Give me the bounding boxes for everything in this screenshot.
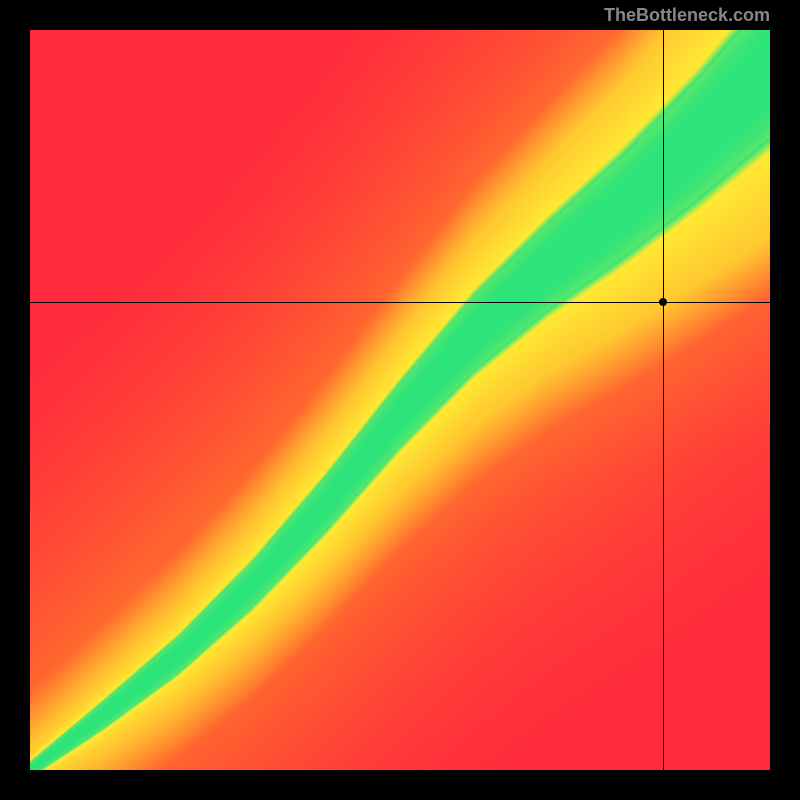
crosshair-vertical [663, 30, 664, 770]
crosshair-marker-dot [659, 298, 667, 306]
watermark-text: TheBottleneck.com [604, 5, 770, 26]
chart-container: TheBottleneck.com [0, 0, 800, 800]
chart-area [30, 30, 770, 770]
heatmap-canvas [30, 30, 770, 770]
